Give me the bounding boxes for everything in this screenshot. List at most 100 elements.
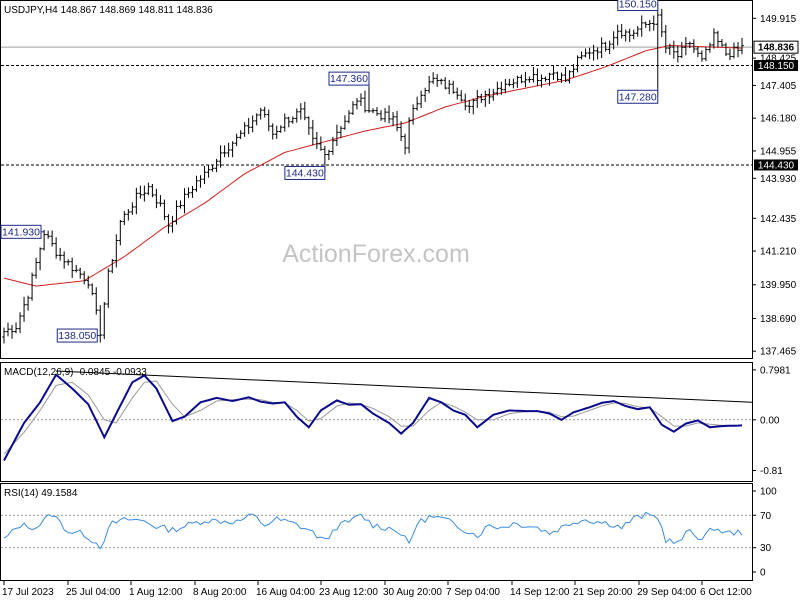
time-tick-label: 23 Aug 12:00 (319, 587, 378, 598)
ohlc-bar (716, 30, 720, 48)
rsi-panel-title: RSI(14) 49.1584 (4, 488, 78, 499)
ohlc-bar (98, 305, 103, 343)
macd-trendline (56, 370, 752, 403)
ohlc-bar (166, 214, 171, 234)
ohlc-bar (335, 124, 339, 146)
ohlc-bar (724, 42, 728, 56)
macd-axis: 0.7981 0.00 -0.81 (752, 365, 791, 477)
ohlc-bar (70, 257, 74, 278)
time-tick-label: 21 Sep 20:00 (573, 587, 633, 598)
ohlc-bar (587, 47, 592, 60)
level-price-box (754, 159, 798, 171)
ohlc-bar (692, 39, 696, 53)
ohlc-bar (254, 113, 259, 126)
ohlc-bar (651, 15, 656, 31)
ohlc-bar (623, 29, 628, 42)
ohlc-bar (106, 268, 111, 308)
macd-tick-label: -0.81 (760, 466, 783, 477)
ohlc-bar (491, 88, 496, 101)
ohlc-bar (547, 72, 552, 86)
ohlc-bar (535, 68, 540, 87)
ohlc-bar (150, 183, 155, 198)
ohlc-bar (599, 37, 604, 59)
ohlc-bar (391, 112, 395, 127)
ohlc-bar (503, 78, 508, 94)
ohlc-bar (367, 86, 371, 113)
ohlc-bar (728, 48, 732, 61)
price-tick-label: 139.950 (760, 280, 797, 291)
ohlc-bar (720, 38, 724, 47)
ohlc-bar (14, 322, 18, 334)
ohlc-bar (539, 74, 544, 88)
ohlc-bar (375, 107, 379, 116)
ohlc-bar (327, 149, 331, 161)
rsi-tick-label: 70 (760, 511, 772, 522)
ohlc-bar (563, 67, 568, 83)
price-annotation: 138.050 (56, 328, 101, 343)
moving-average-layer (3, 44, 743, 287)
ohlc-bar (238, 130, 243, 140)
ohlc-bar (655, 12, 660, 89)
ohlc-bar (6, 322, 10, 337)
ohlc-bar (62, 251, 66, 269)
ohlc-bar (134, 187, 139, 215)
ohlc-bar (615, 24, 620, 46)
ohlc-bar (22, 296, 26, 322)
ohlc-bar (543, 76, 548, 82)
ohlc-bar (58, 247, 62, 261)
ohlc-bar (38, 247, 42, 271)
ohlc-bar (347, 110, 351, 124)
ohlc-bar (34, 257, 38, 279)
macd-plot (1, 370, 752, 461)
ohlc-bar (435, 73, 439, 87)
price-annotation: 150.150 (617, 0, 659, 13)
price-panel-title: USDJPY,H4 148.867 148.869 148.811 148.83… (4, 5, 213, 16)
ohlc-bar (700, 50, 704, 62)
ohlc-bar (202, 165, 207, 185)
ohlc-bar (86, 275, 91, 289)
ohlc-bar (407, 117, 411, 154)
ohlc-bar (66, 259, 70, 266)
time-tick-label: 16 Aug 04:00 (256, 587, 315, 598)
ohlc-bar (676, 45, 680, 63)
ohlc-bar (262, 106, 267, 118)
ohlc-bar (186, 187, 191, 198)
ohlc-bar (459, 90, 464, 102)
ohlc-bar (303, 101, 307, 121)
ohlc-bar (443, 77, 448, 90)
price-tick-label: 142.435 (760, 214, 797, 225)
ohlc-bar (351, 101, 355, 115)
price-annotation: 141.930 (0, 224, 45, 239)
price-tick-label: 148.425 (760, 54, 797, 65)
ohlc-bar (122, 211, 127, 226)
ohlc-bar (395, 110, 399, 132)
ohlc-bar (222, 145, 227, 158)
ohlc-bar (511, 78, 516, 89)
ohlc-bars-layer (2, 8, 744, 344)
ohlc-bar (419, 90, 423, 108)
ohlc-bar (595, 47, 600, 60)
price-tick-label: 137.465 (760, 347, 797, 358)
ohlc-bar (475, 89, 480, 108)
ohlc-bar (571, 64, 576, 78)
macd-tick-label: 0.00 (760, 415, 780, 426)
ohlc-bar (210, 164, 215, 172)
ohlc-bar (672, 40, 676, 59)
ohlc-bar (659, 8, 664, 37)
macd-panel: MACD(12,26,9) -0.0845 -0.0933 0.7981 0.00… (0, 362, 791, 482)
ohlc-bar (234, 133, 239, 147)
ohlc-bar (266, 109, 271, 132)
ohlc-bar (110, 258, 115, 274)
ohlc-bar (54, 237, 58, 259)
ohlc-bar (559, 72, 564, 83)
ohlc-bar (567, 70, 572, 84)
price-tick-label: 149.915 (760, 14, 797, 25)
ohlc-bar (138, 185, 143, 199)
rsi-tick-label: 100 (760, 487, 777, 498)
ohlc-bar (667, 43, 672, 55)
price-annotation: 144.430 (284, 164, 326, 180)
ohlc-bar (126, 209, 131, 221)
ohlc-bar (82, 271, 87, 285)
rsi-panel: RSI(14) 49.1584 100 70 30 0 (0, 483, 777, 581)
